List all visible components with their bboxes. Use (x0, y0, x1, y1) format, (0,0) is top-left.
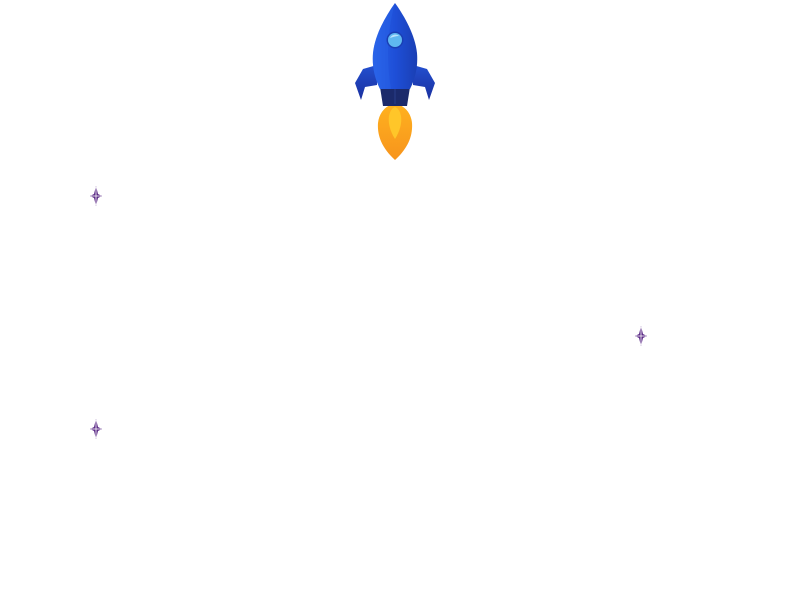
rocket-right-fin (413, 65, 435, 100)
sparkle-icon (90, 419, 102, 439)
rocket-left-fin (355, 65, 377, 100)
rocket-flame (377, 103, 413, 160)
rocket-icon (355, 3, 435, 160)
sparkle-icon (635, 326, 647, 346)
sparkle-icon (90, 186, 102, 206)
rocket-window (386, 31, 404, 49)
